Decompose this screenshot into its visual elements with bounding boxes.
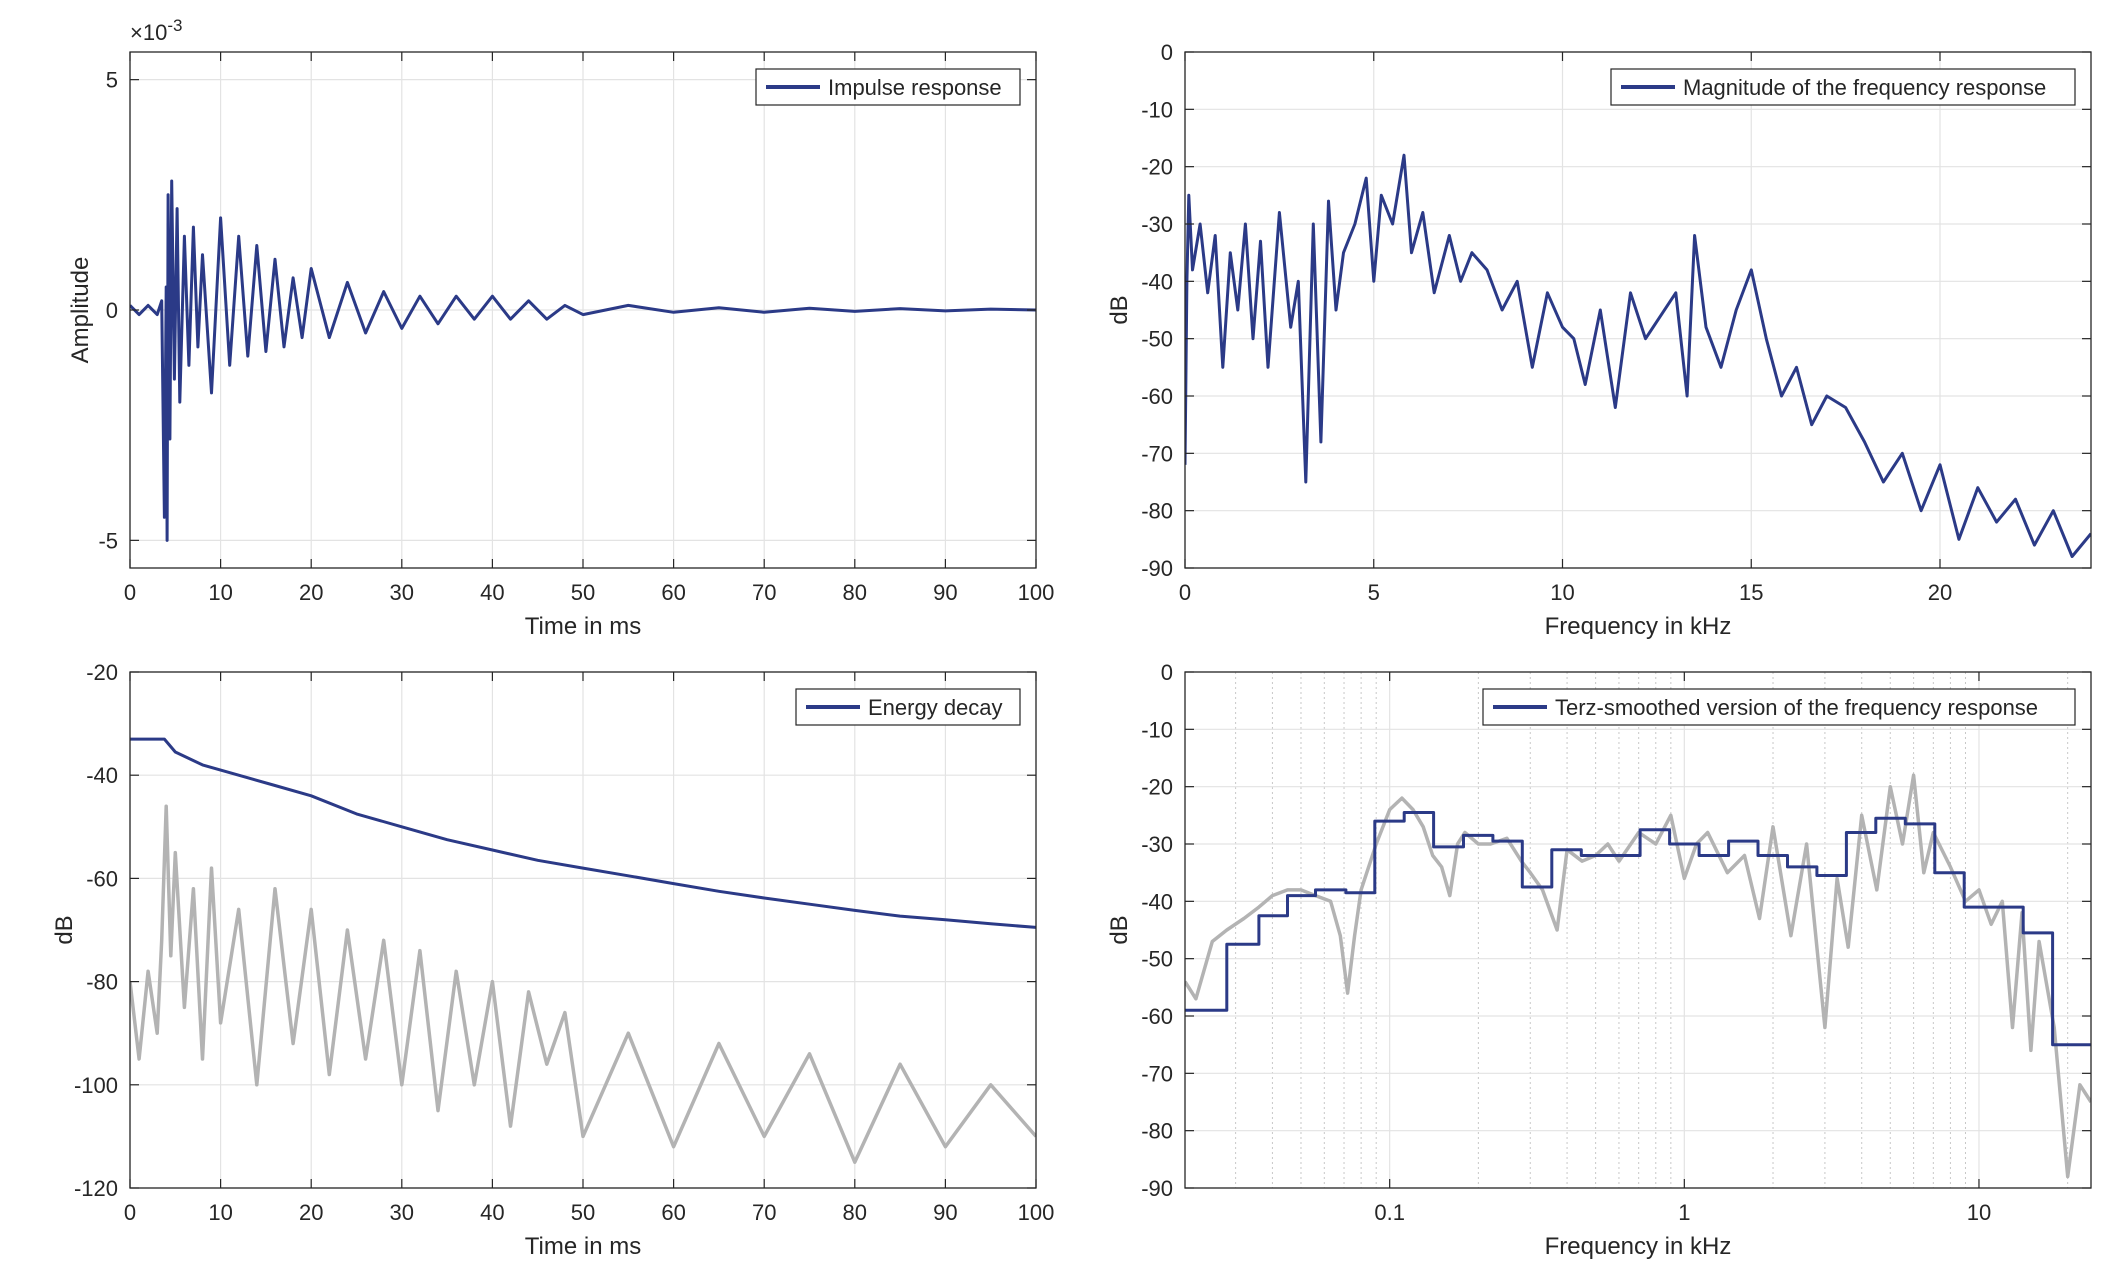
y-tick-label: -80 xyxy=(1141,1119,1173,1144)
legend-label: Impulse response xyxy=(828,75,1002,100)
x-tick-label: 70 xyxy=(752,580,776,605)
x-tick-label: 80 xyxy=(843,1200,867,1225)
series-group xyxy=(130,179,1036,542)
x-tick-label: 5 xyxy=(1368,580,1380,605)
axes-box xyxy=(1184,51,2092,569)
y-axis-label: dB xyxy=(1106,295,1133,324)
y-tick-label: -40 xyxy=(1141,269,1173,294)
y-tick-label: -50 xyxy=(1141,327,1173,352)
y-exponent-power: -3 xyxy=(167,16,182,35)
legend-box xyxy=(1610,68,2076,106)
chart-decay: 0 10 20 30 40 50 60 70 80 90 100 -20 -40 -60 -80 -100 -1… xyxy=(51,660,1054,1260)
legend-label: Magnitude of the frequency response xyxy=(1683,75,2046,100)
y-tick-label: -80 xyxy=(86,970,118,995)
y-tick-label: -70 xyxy=(1141,1061,1173,1086)
y-tick-label: -100 xyxy=(74,1073,118,1098)
x-tick-label: 60 xyxy=(661,1200,685,1225)
y-tick-label: -40 xyxy=(1141,889,1173,914)
y-tick-label: -80 xyxy=(1141,499,1173,524)
x-axis-label: Frequency in kHz xyxy=(1545,1233,1732,1260)
x-tick-label: 1 xyxy=(1678,1200,1690,1225)
series-group xyxy=(1185,773,2091,1179)
series-line-0 xyxy=(1185,153,2091,558)
y-tick-label: -5 xyxy=(98,528,118,553)
series-group xyxy=(130,737,1036,1164)
series-line-1 xyxy=(1185,811,2091,1047)
x-tick-label: 30 xyxy=(390,580,414,605)
y-axis-label: dB xyxy=(1106,915,1133,944)
x-axis-label: Time in ms xyxy=(525,1233,641,1260)
x-tick-label: 90 xyxy=(933,580,957,605)
x-tick-label: 20 xyxy=(299,580,323,605)
legend-box xyxy=(1482,688,2076,726)
y-tick-label: -30 xyxy=(1141,832,1173,857)
x-tick-label: 0.1 xyxy=(1374,1200,1405,1225)
legend-label: Terz-smoothed version of the frequency r… xyxy=(1555,695,2038,720)
series-group xyxy=(1185,153,2091,558)
x-tick-label: 100 xyxy=(1018,1200,1055,1225)
x-tick-label: 100 xyxy=(1018,580,1055,605)
y-tick-label: -50 xyxy=(1141,947,1173,972)
x-tick-label: 60 xyxy=(661,580,685,605)
x-tick-label: 20 xyxy=(1928,580,1952,605)
y-tick-label: -40 xyxy=(86,763,118,788)
y-tick-label: -20 xyxy=(1141,775,1173,800)
y-tick-label: 5 xyxy=(106,68,118,93)
y-tick-label: -10 xyxy=(1141,97,1173,122)
x-tick-label: 50 xyxy=(571,580,595,605)
y-tick-label: 0 xyxy=(1161,40,1173,65)
y-axis-label: Amplitude xyxy=(67,257,94,364)
y-exponent-label: ×10-3 xyxy=(130,16,182,45)
y-tick-label: -10 xyxy=(1141,717,1173,742)
chart-freq: 0 5 10 15 20 0 -10 -20 -30 -40 -50 -60 -70 -80 -90 Freq… xyxy=(1106,40,2092,640)
y-tick-label: -30 xyxy=(1141,212,1173,237)
y-axis-label: dB xyxy=(51,915,78,944)
plot-area xyxy=(1185,672,2091,1188)
x-tick-label: 10 xyxy=(208,1200,232,1225)
y-tick-label: -120 xyxy=(74,1176,118,1201)
y-tick-label: -60 xyxy=(1141,384,1173,409)
legend-label: Energy decay xyxy=(868,695,1003,720)
y-tick-label: -60 xyxy=(86,866,118,891)
y-tick-label: -70 xyxy=(1141,441,1173,466)
series-line-0 xyxy=(130,179,1036,542)
x-tick-label: 10 xyxy=(208,580,232,605)
y-tick-label: 0 xyxy=(106,298,118,323)
y-tick-label: -20 xyxy=(86,660,118,685)
y-tick-label: 0 xyxy=(1161,660,1173,685)
axes-box xyxy=(1184,671,2092,1189)
chart-impulse: 0 10 20 30 40 50 60 70 80 90 100 -5 0 5 Time in ms Ampl… xyxy=(67,16,1054,640)
x-tick-label: 0 xyxy=(124,1200,136,1225)
x-tick-label: 0 xyxy=(1179,580,1191,605)
y-tick-label: -20 xyxy=(1141,155,1173,180)
x-tick-label: 0 xyxy=(124,580,136,605)
x-tick-label: 30 xyxy=(390,1200,414,1225)
y-tick-label: -90 xyxy=(1141,1176,1173,1201)
x-tick-label: 10 xyxy=(1550,580,1574,605)
series-line-0 xyxy=(130,804,1036,1164)
x-tick-label: 80 xyxy=(843,580,867,605)
chart-terz: 0.1 1 10 0 -10 -20 -30 -40 -50 -60 -70 -80 -90 Freque… xyxy=(1106,660,2092,1260)
x-tick-label: 10 xyxy=(1967,1200,1991,1225)
x-axis-label: Time in ms xyxy=(525,613,641,640)
x-tick-label: 40 xyxy=(480,1200,504,1225)
series-line-1 xyxy=(130,737,1036,929)
x-tick-label: 20 xyxy=(299,1200,323,1225)
plot-area xyxy=(1185,52,2091,568)
x-tick-label: 40 xyxy=(480,580,504,605)
x-tick-label: 50 xyxy=(571,1200,595,1225)
y-tick-label: -90 xyxy=(1141,556,1173,581)
x-tick-label: 90 xyxy=(933,1200,957,1225)
x-axis-label: Frequency in kHz xyxy=(1545,613,1732,640)
y-tick-label: -60 xyxy=(1141,1004,1173,1029)
x-tick-label: 15 xyxy=(1739,580,1763,605)
x-tick-label: 70 xyxy=(752,1200,776,1225)
